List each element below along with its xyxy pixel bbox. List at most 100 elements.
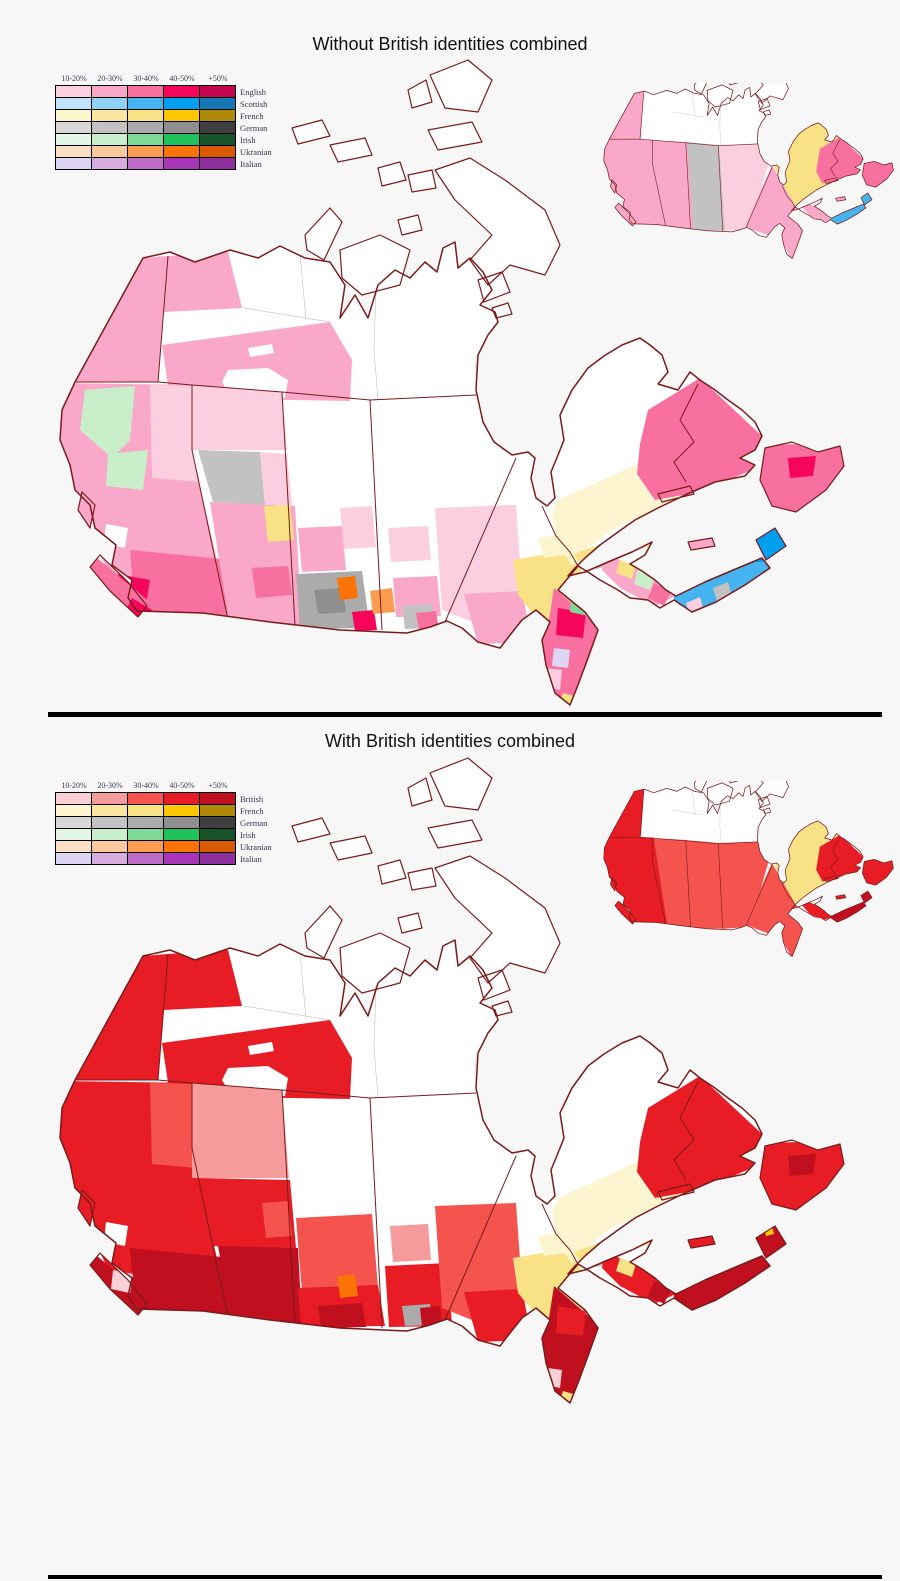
province-border	[75, 1079, 477, 1099]
legend-header-percent: +50%	[208, 781, 228, 790]
census-region-patch	[589, 588, 607, 607]
legend-swatch	[199, 157, 236, 170]
census-region-patch	[420, 1306, 442, 1327]
legend-header-percent: 40-50%	[169, 781, 195, 790]
legend-label: Ukranian	[240, 146, 272, 157]
legend-header-percent: 10-20%	[61, 781, 87, 790]
legend-swatch	[199, 852, 236, 865]
legend-swatch	[163, 852, 200, 865]
legend-swatch	[91, 804, 128, 817]
province-border	[745, 865, 773, 926]
census-region-patch	[164, 950, 242, 1010]
legend-swatch	[127, 840, 164, 853]
province-border	[781, 184, 796, 208]
legend-row-italian: Italian	[55, 157, 273, 170]
legend-swatch	[127, 816, 164, 829]
panel-title-bottom: With British identities combined	[324, 731, 576, 751]
province-border	[75, 381, 477, 401]
canada-map-svg	[59, 59, 845, 706]
legend-swatch	[55, 97, 92, 110]
census-region-patch	[264, 505, 294, 542]
census-region-patch	[218, 1246, 302, 1324]
legend-swatch	[199, 840, 236, 853]
legend-swatch	[91, 157, 128, 170]
census-region-patch	[164, 252, 242, 312]
census-region-patch	[388, 526, 431, 562]
coastline-outline	[603, 785, 867, 957]
legend-swatch	[55, 804, 92, 817]
census-region-patch	[637, 378, 762, 500]
census-region-patch	[150, 1083, 195, 1168]
census-region-patch	[248, 344, 274, 357]
legend-label: Italian	[240, 853, 262, 864]
province-border	[281, 1089, 296, 1325]
inset-province-bc	[603, 138, 668, 228]
coastline-outline	[603, 87, 867, 259]
inset-province-on	[745, 165, 804, 259]
legend-header-percent: 30-40%	[133, 781, 159, 790]
census-region-patch	[674, 1254, 772, 1311]
legend-row-ukranian: Ukranian	[55, 145, 273, 158]
province-border	[781, 882, 796, 906]
province-border	[444, 457, 517, 623]
legend-swatch	[199, 145, 236, 158]
province-border	[281, 391, 296, 627]
census-region-patch	[352, 610, 377, 631]
legend-row-german: German	[55, 121, 273, 134]
census-region-patch	[552, 648, 570, 668]
census-region-patch	[150, 385, 200, 482]
province-border	[369, 1097, 383, 1329]
province-border	[541, 505, 579, 567]
inset-province-nl	[816, 834, 864, 882]
legend-header-percent: +50%	[208, 74, 228, 83]
legend-swatch	[127, 157, 164, 170]
inset-province-nb	[802, 201, 833, 223]
legend-row-irish: Irish	[55, 133, 273, 146]
legend-swatch	[199, 792, 236, 805]
legend-swatch	[163, 804, 200, 817]
legend-row-french: French	[55, 804, 273, 817]
legend-swatch	[91, 133, 128, 146]
census-region-patch	[788, 1154, 816, 1176]
legend-row-french: French	[55, 109, 273, 122]
legend-row-german: German	[55, 816, 273, 829]
province-border	[639, 790, 644, 838]
legend-row-ukranian: Ukranian	[55, 840, 273, 853]
legend-swatch	[55, 792, 92, 805]
census-region-patch	[296, 1214, 378, 1292]
legend-swatch	[163, 792, 200, 805]
census-region-patch	[337, 576, 358, 600]
census-region-patch	[162, 322, 352, 401]
legend-label: German	[240, 122, 268, 133]
legend-header-percent: 20-30%	[97, 74, 123, 83]
legend-swatch	[55, 157, 92, 170]
inset-province-ns	[829, 203, 868, 226]
legend-label: Irish	[240, 134, 256, 145]
legend-swatch	[91, 792, 128, 805]
panel-title-top: Without British identities combined	[312, 34, 588, 54]
province-border	[685, 142, 691, 230]
inset-province-sk	[686, 142, 725, 231]
legend-color-table: British French German Irish Ukranian Italian	[55, 792, 273, 865]
census-region-patch	[337, 1274, 358, 1298]
legend-swatch	[163, 840, 200, 853]
census-region-patch	[318, 1303, 366, 1328]
census-region-patch	[192, 385, 287, 450]
province-border	[157, 255, 169, 383]
province-border	[157, 953, 169, 1081]
census-region-patch	[556, 608, 586, 638]
census-region-patch	[556, 1306, 586, 1336]
legend-color-table: English Scottish French German Irish Ukranian…	[55, 85, 273, 170]
inset-province-mb	[718, 841, 769, 929]
province-border	[191, 385, 228, 616]
inset-canada-map-svg	[603, 83, 894, 259]
legend-label: Ukranian	[240, 841, 272, 852]
province-border	[609, 836, 758, 845]
province-border	[652, 140, 666, 226]
legend-swatch	[127, 852, 164, 865]
province-border	[718, 145, 724, 231]
census-region-patch	[130, 550, 232, 620]
inset-province-sk	[686, 840, 725, 929]
inset-province-nb	[802, 899, 833, 921]
census-region-patch	[192, 1083, 289, 1178]
